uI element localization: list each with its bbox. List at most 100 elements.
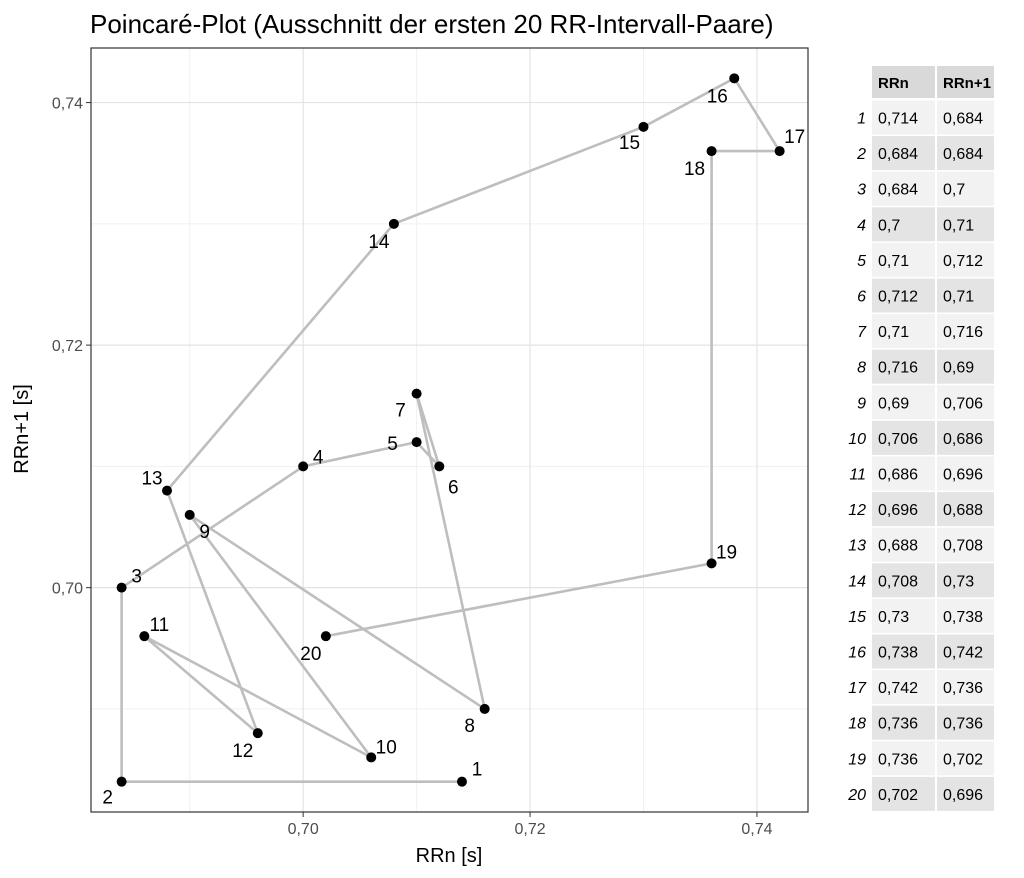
table-cell-value: 0,684 [943, 111, 983, 128]
table-cell [937, 776, 994, 811]
table-row-index: 16 [848, 645, 866, 662]
table-row-index: 3 [857, 182, 866, 199]
table-cell [937, 492, 994, 527]
y-tick-label: 0,70 [52, 581, 83, 598]
point-label: 10 [376, 737, 397, 758]
table-cell-value: 0,73 [943, 573, 974, 590]
table-cell [937, 527, 994, 562]
table-cell [872, 776, 935, 811]
table-cell [872, 670, 935, 705]
point-label: 14 [368, 232, 390, 253]
point-label: 16 [707, 86, 728, 107]
table-cell-value: 0,738 [943, 609, 983, 626]
table-header-cell [872, 66, 935, 98]
data-point [184, 509, 195, 520]
table-cell [937, 314, 994, 349]
table-row-index: 2 [856, 146, 866, 163]
plot-border [90, 47, 809, 813]
table-row-index: 20 [847, 787, 866, 804]
data-point [706, 146, 717, 157]
point-label: 1 [472, 760, 483, 781]
table-cell [937, 705, 994, 740]
table-header-cell [937, 66, 994, 98]
table-cell-value: 0,684 [878, 146, 918, 163]
table-cell-value: 0,73 [878, 609, 909, 626]
table-cell-value: 0,71 [943, 289, 974, 306]
table-cell [937, 456, 994, 491]
data-point [638, 121, 649, 132]
data-point [162, 485, 173, 496]
table-cell-value: 0,696 [878, 502, 918, 519]
y-tick-label: 0,72 [52, 338, 83, 355]
table-cell-value: 0,71 [943, 217, 974, 234]
table-cell-value: 0,7 [878, 217, 900, 234]
table-cell [872, 563, 935, 598]
point-label: 12 [232, 741, 253, 762]
data-point [479, 703, 490, 714]
point-label: 6 [448, 477, 459, 498]
data-point [411, 388, 422, 399]
table-cell [872, 171, 935, 206]
table-cell-value: 0,706 [943, 395, 983, 412]
table-cell-value: 0,736 [943, 680, 983, 697]
point-label: 17 [784, 127, 805, 148]
table-cell [937, 136, 994, 171]
table-cell [937, 171, 994, 206]
table-cell [872, 242, 935, 277]
table-row-index: 12 [848, 502, 866, 519]
data-point [388, 218, 399, 229]
table-cell-value: 0,71 [878, 253, 909, 270]
table-row-index: 1 [857, 111, 866, 128]
table-cell [937, 634, 994, 669]
table-cell [872, 598, 935, 633]
data-point [729, 73, 740, 84]
table-cell-value: 0,686 [878, 467, 918, 484]
table-row-index: 11 [849, 467, 866, 484]
table-cell-value: 0,716 [878, 360, 918, 377]
table-cell [937, 242, 994, 277]
table-cell-value: 0,702 [878, 787, 918, 804]
table-cell-value: 0,69 [943, 360, 974, 377]
table-cell-value: 0,712 [943, 253, 983, 270]
point-label: 9 [199, 522, 210, 543]
table-cell [937, 349, 994, 384]
plot-area: 0,70 0,72 0,740,700,720,741234567891011121… [52, 47, 809, 838]
table-cell [872, 207, 935, 242]
table-cell [872, 456, 935, 491]
table-cell-value: 0,69 [878, 395, 909, 412]
data-point [116, 776, 127, 787]
table-row-index: 18 [848, 716, 866, 733]
x-tick-label: 0,70 [288, 821, 319, 838]
x-axis-title: RRn [s] [416, 845, 483, 867]
table-cell [937, 100, 994, 135]
table-row-index: 4 [857, 217, 866, 234]
table-row-index: 7 [857, 324, 867, 341]
data-point [366, 752, 377, 763]
data-point [774, 146, 785, 157]
table-cell [872, 349, 935, 384]
point-label: 20 [300, 644, 321, 665]
data-point [456, 776, 467, 787]
table-cell-value: 0,71 [878, 324, 909, 341]
table-cell-value: 0,706 [878, 431, 918, 448]
point-label: 3 [131, 567, 142, 588]
table-cell [937, 670, 994, 705]
table-cell-value: 0,696 [943, 467, 983, 484]
series-path [120, 77, 781, 783]
table-cell-value: 0,686 [943, 431, 983, 448]
table-cell-value: 0,688 [878, 538, 918, 555]
table-cell [937, 741, 994, 776]
point-label: 11 [149, 615, 169, 636]
table-row-index: 13 [848, 538, 866, 555]
table-cell [872, 100, 935, 135]
table-cell [937, 207, 994, 242]
table-row-index: 17 [848, 680, 867, 697]
x-tick-label: 0,74 [741, 821, 772, 838]
x-tick-label: 0,72 [514, 821, 545, 838]
table-header-label: RRn+1 [943, 75, 991, 92]
table-cell-value: 0,708 [943, 538, 983, 555]
table-cell-value: 0,696 [943, 787, 983, 804]
table-cell [872, 492, 935, 527]
table-cell-value: 0,688 [943, 502, 983, 519]
